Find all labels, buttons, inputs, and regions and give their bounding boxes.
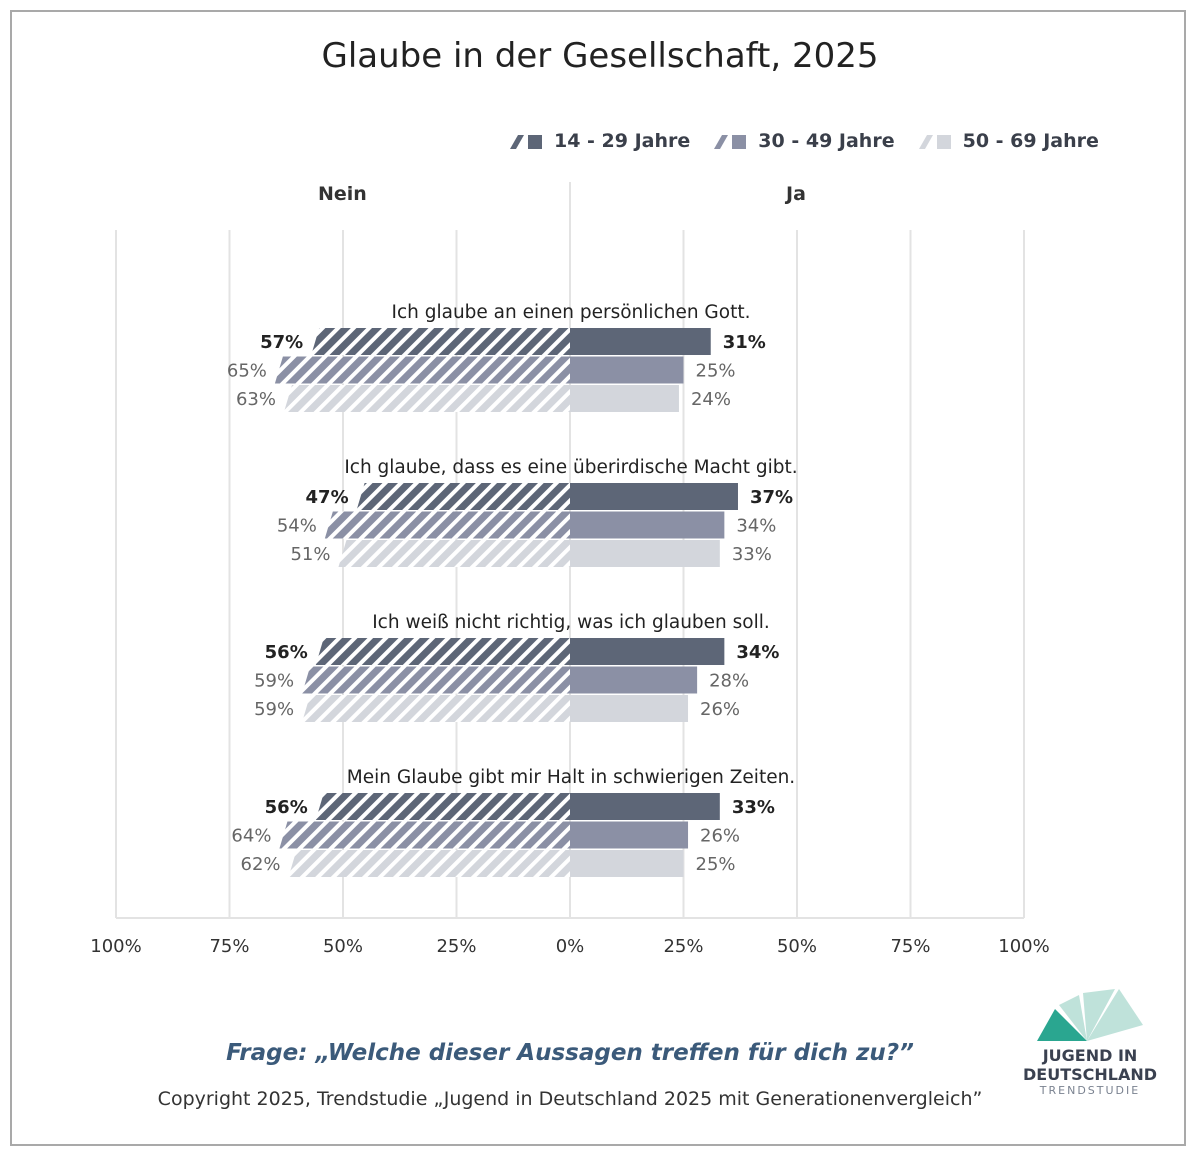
legend-swatch-2 xyxy=(714,135,747,149)
x-tick-label: 75% xyxy=(209,936,249,957)
data-label-ja: 34% xyxy=(736,516,776,537)
legend-item-1: 14 - 29 Jahre xyxy=(508,130,690,152)
bar-nein xyxy=(315,793,570,820)
logo-fan-icon xyxy=(1037,989,1143,1041)
data-label-ja: 37% xyxy=(750,487,793,508)
category-label: Ich weiß nicht richtig, was ich glauben … xyxy=(372,612,770,633)
bar-ja xyxy=(570,356,684,384)
data-label-ja: 31% xyxy=(723,332,766,353)
logo-line2: DEUTSCHLAND xyxy=(1022,1065,1158,1084)
category-label: Ich glaube an einen persönlichen Gott. xyxy=(392,302,751,323)
data-label-nein: 64% xyxy=(231,826,271,847)
x-tick-label: 100% xyxy=(998,936,1049,957)
bar-nein xyxy=(324,511,570,539)
logo-line3: TRENDSTUDIE xyxy=(1039,1084,1141,1097)
data-label-ja: 24% xyxy=(691,389,731,410)
bar-ja xyxy=(570,540,720,567)
data-label-ja: 33% xyxy=(732,797,775,818)
ja-label: Ja xyxy=(786,183,806,205)
bar-nein xyxy=(338,540,570,567)
data-label-nein: 51% xyxy=(290,544,330,565)
bar-nein xyxy=(288,850,570,877)
data-label-ja: 25% xyxy=(696,361,736,382)
legend-label-2: 30 - 49 Jahre xyxy=(758,130,895,152)
copyright-text: Copyright 2025, Trendstudie „Jugend in D… xyxy=(157,1088,983,1110)
category-label: Ich glaube, dass es eine überirdische Ma… xyxy=(344,457,797,478)
data-label-nein: 59% xyxy=(254,671,294,692)
x-tick-label: 25% xyxy=(663,936,703,957)
data-label-ja: 26% xyxy=(700,826,740,847)
data-label-ja: 28% xyxy=(709,671,749,692)
x-tick-label: 25% xyxy=(436,936,476,957)
bar-ja xyxy=(570,850,684,877)
bar-nein xyxy=(311,328,570,355)
bar-nein xyxy=(274,356,570,384)
bar-ja xyxy=(570,695,689,722)
data-label-nein: 65% xyxy=(227,361,267,382)
bar-ja xyxy=(570,821,689,849)
x-tick-label: 0% xyxy=(556,936,585,957)
bar-ja xyxy=(570,385,679,412)
question-text: Frage: „Welche dieser Aussagen treffen f… xyxy=(226,1040,914,1066)
x-tick-label: 50% xyxy=(323,936,363,957)
bar-nein xyxy=(283,385,570,412)
legend-item-3: 50 - 69 Jahre xyxy=(917,130,1099,152)
legend-item-2: 30 - 49 Jahre xyxy=(712,130,895,152)
data-label-ja: 33% xyxy=(732,544,772,565)
bar-ja xyxy=(570,511,725,539)
data-label-ja: 26% xyxy=(700,699,740,720)
logo: JUGEND IN DEUTSCHLAND TRENDSTUDIE xyxy=(1015,985,1165,1098)
data-label-nein: 59% xyxy=(254,699,294,720)
chart-plot: 100% 75% 50% 25% 0% 25% 50% 75% 100% Ich glaube a… xyxy=(90,182,1050,957)
bar-ja xyxy=(570,328,711,355)
x-tick-label: 50% xyxy=(777,936,817,957)
bar-ja xyxy=(570,666,698,694)
data-label-nein: 57% xyxy=(260,332,303,353)
legend-label-1: 14 - 29 Jahre xyxy=(554,130,691,152)
bar-nein xyxy=(302,666,570,694)
data-label-ja: 34% xyxy=(736,642,779,663)
bar-nein xyxy=(302,695,570,722)
bar-nein xyxy=(315,638,570,665)
bar-ja xyxy=(570,483,738,510)
data-label-ja: 25% xyxy=(696,854,736,875)
legend-swatch-1 xyxy=(510,135,542,149)
data-label-nein: 54% xyxy=(277,516,317,537)
category-label: Mein Glaube gibt mir Halt in schwierigen… xyxy=(347,767,795,788)
x-tick-label: 100% xyxy=(90,936,141,957)
bar-ja xyxy=(570,638,725,665)
chart-frame xyxy=(10,10,1186,1146)
bar-nein xyxy=(356,483,570,510)
x-tick-label: 75% xyxy=(890,936,930,957)
bar-nein xyxy=(279,821,570,849)
logo-line1: JUGEND IN xyxy=(1042,1046,1138,1065)
legend-label-3: 50 - 69 Jahre xyxy=(962,130,1099,152)
data-label-nein: 62% xyxy=(241,854,281,875)
legend-swatch-3 xyxy=(918,135,951,149)
data-label-nein: 56% xyxy=(265,642,308,663)
data-label-nein: 63% xyxy=(236,389,276,410)
nein-label: Nein xyxy=(318,183,367,205)
bar-ja xyxy=(570,793,720,820)
data-label-nein: 47% xyxy=(306,487,349,508)
chart-title: Glaube in der Gesellschaft, 2025 xyxy=(321,36,879,76)
legend: 14 - 29 Jahre 30 - 49 Jahre 50 - 69 Jahr… xyxy=(508,130,1121,152)
data-label-nein: 56% xyxy=(265,797,308,818)
